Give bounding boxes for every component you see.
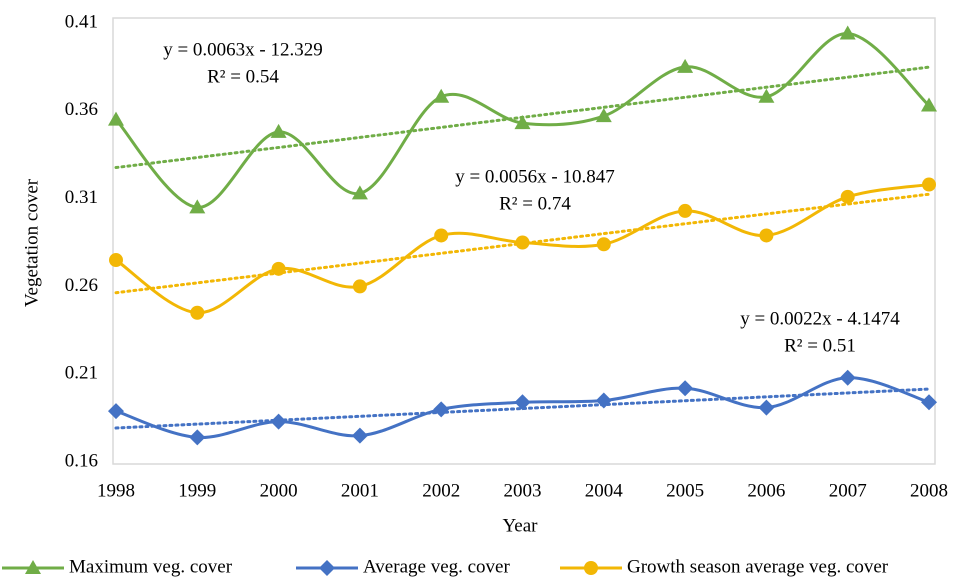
data-point <box>352 279 367 294</box>
data-point <box>434 228 449 243</box>
x-tick-label: 2008 <box>910 480 948 501</box>
y-tick-label: 0.26 <box>65 275 98 296</box>
data-point <box>189 429 206 446</box>
y-tick-label: 0.16 <box>65 450 98 471</box>
data-point <box>596 237 611 252</box>
data-point <box>514 115 531 130</box>
data-point <box>758 88 775 103</box>
data-point <box>759 228 774 243</box>
data-point <box>922 177 936 192</box>
x-tick-label: 2001 <box>341 480 379 501</box>
data-point <box>433 401 450 418</box>
data-point <box>921 394 937 411</box>
data-point <box>758 399 775 416</box>
y-tick-label: 0.31 <box>65 187 98 208</box>
data-point <box>839 25 856 40</box>
data-point <box>270 123 287 138</box>
plot-frame <box>112 17 936 465</box>
x-tick-label: 2003 <box>504 480 542 501</box>
data-point <box>351 427 368 444</box>
data-point <box>108 111 124 126</box>
trend-equation: y = 0.0022x - 4.1474 <box>740 308 900 329</box>
data-point <box>270 413 287 430</box>
x-tick-label: 2005 <box>666 480 704 501</box>
data-point <box>433 88 450 103</box>
data-point <box>677 380 694 397</box>
data-point <box>595 108 612 123</box>
data-point <box>108 403 124 420</box>
x-tick-label: 2006 <box>747 480 785 501</box>
trend-r2: R² = 0.54 <box>207 66 279 87</box>
legend-label: Growth season average veg. cover <box>627 556 889 577</box>
data-point <box>921 97 937 112</box>
trend-r2: R² = 0.74 <box>499 193 571 214</box>
y-axis-label: Vegetation cover <box>21 178 42 307</box>
data-point <box>514 394 531 411</box>
trend-equation: y = 0.0063x - 12.329 <box>163 39 323 60</box>
x-tick-label: 2007 <box>829 480 867 501</box>
legend-label: Average veg. cover <box>363 556 510 577</box>
data-point <box>677 58 694 73</box>
y-tick-label: 0.21 <box>65 363 98 384</box>
legend-marker <box>25 560 41 574</box>
data-point <box>190 305 205 320</box>
x-tick-label: 2000 <box>260 480 298 501</box>
x-tick-label: 2002 <box>422 480 460 501</box>
x-tick-label: 1999 <box>178 480 216 501</box>
data-point <box>189 199 206 214</box>
series-line <box>114 32 931 209</box>
x-axis-label: Year <box>502 515 538 536</box>
data-point <box>839 369 856 386</box>
data-point <box>515 235 530 250</box>
trend-r2: R² = 0.51 <box>784 335 856 356</box>
legend-marker <box>584 561 598 575</box>
legend-label: Maximum veg. cover <box>69 556 233 577</box>
trend-equation: y = 0.0056x - 10.847 <box>455 166 615 187</box>
legend-marker <box>319 560 335 576</box>
data-point <box>271 261 286 276</box>
data-point <box>678 203 693 218</box>
data-point <box>595 392 612 409</box>
x-tick-label: 1998 <box>97 480 135 501</box>
y-tick-label: 0.36 <box>65 99 98 120</box>
x-tick-label: 2004 <box>585 480 624 501</box>
data-point <box>840 189 855 204</box>
y-tick-label: 0.41 <box>65 11 98 32</box>
data-point <box>109 253 123 268</box>
data-point <box>351 185 368 200</box>
